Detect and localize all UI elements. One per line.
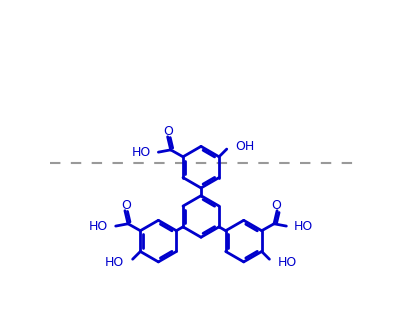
Text: HO: HO	[131, 146, 151, 159]
Text: O: O	[121, 199, 130, 212]
Text: O: O	[163, 125, 173, 138]
Text: O: O	[272, 199, 281, 212]
Text: OH: OH	[235, 139, 254, 153]
Text: HO: HO	[294, 219, 313, 233]
Text: HO: HO	[89, 219, 108, 233]
Text: HO: HO	[278, 256, 297, 269]
Text: HO: HO	[105, 256, 124, 269]
